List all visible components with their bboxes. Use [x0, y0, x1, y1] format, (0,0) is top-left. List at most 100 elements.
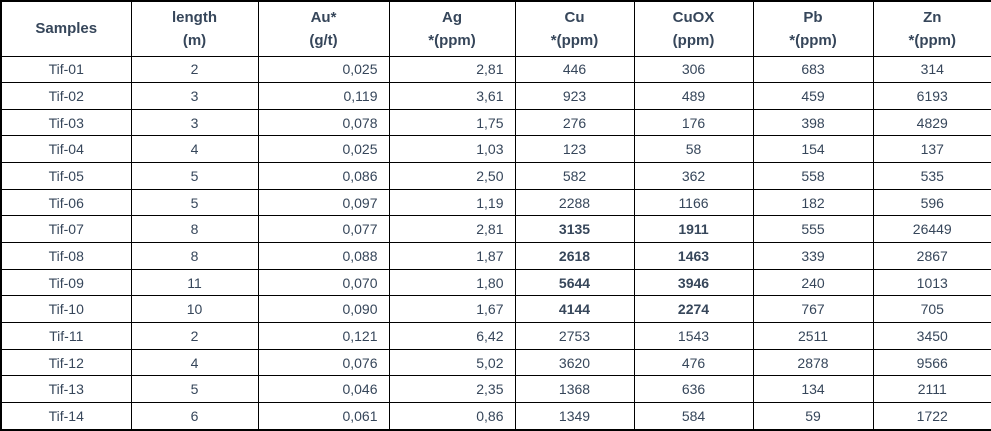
cell-ag: 1,03 — [388, 135, 516, 164]
cell-ag: 3,61 — [388, 82, 516, 110]
cell-pb: 59 — [752, 402, 874, 431]
cell-pb: 558 — [752, 162, 874, 190]
cell-au: 0,097 — [257, 188, 390, 217]
cell-length: 3 — [130, 82, 259, 110]
cell-cu: 4144 — [514, 295, 635, 324]
table-row: Tif-06 5 0,097 1,19 2288 1166 182 596 — [0, 188, 991, 217]
cell-cuox: 176 — [633, 108, 754, 137]
header-label: Pb — [803, 8, 823, 26]
cell-au: 0,088 — [257, 242, 390, 270]
cell-cu: 276 — [514, 108, 635, 137]
cell-pb: 398 — [752, 108, 874, 137]
cell-ag: 6,42 — [388, 322, 516, 350]
cell-au: 0,086 — [257, 162, 390, 190]
column-header-au: Au* (g/t) — [257, 0, 390, 57]
cell-pb: 339 — [752, 242, 874, 270]
cell-length: 3 — [130, 108, 259, 137]
cell-ag: 1,19 — [388, 188, 516, 217]
cell-cuox: 584 — [633, 402, 754, 431]
cell-cu: 1368 — [514, 375, 635, 404]
cell-length: 4 — [130, 135, 259, 164]
table-row: Tif-09 11 0,070 1,80 5644 3946 240 1013 — [0, 268, 991, 297]
cell-cu: 5644 — [514, 268, 635, 297]
cell-cuox: 489 — [633, 82, 754, 110]
cell-cu: 123 — [514, 135, 635, 164]
cell-au: 0,078 — [257, 108, 390, 137]
cell-au: 0,121 — [257, 322, 390, 350]
header-unit: *(ppm) — [550, 31, 599, 49]
cell-samples: Tif-09 — [0, 268, 132, 297]
header-unit: *(ppm) — [428, 31, 476, 49]
column-header-ag: Ag *(ppm) — [388, 0, 516, 57]
cell-pb: 767 — [752, 295, 874, 324]
cell-zn: 26449 — [872, 215, 991, 244]
header-unit: *(ppm) — [908, 31, 957, 49]
table-body: Tif-01 2 0,025 2,81 446 306 683 314 Tif-02 3 0,119… — [0, 55, 991, 431]
cell-cu: 2753 — [514, 322, 635, 350]
table-row: Tif-14 6 0,061 0,86 1349 584 59 1722 — [0, 402, 991, 431]
cell-samples: Tif-05 — [0, 162, 132, 190]
table-row: Tif-05 5 0,086 2,50 582 362 558 535 — [0, 162, 991, 190]
cell-samples: Tif-06 — [0, 188, 132, 217]
cell-pb: 134 — [752, 375, 874, 404]
cell-pb: 683 — [752, 55, 874, 84]
cell-length: 2 — [130, 322, 259, 350]
cell-samples: Tif-14 — [0, 402, 132, 431]
cell-samples: Tif-11 — [0, 322, 132, 350]
cell-ag: 2,35 — [388, 375, 516, 404]
header-unit: (g/t) — [309, 31, 338, 49]
column-header-pb: Pb *(ppm) — [752, 0, 874, 57]
cell-cuox: 1911 — [633, 215, 754, 244]
cell-samples: Tif-04 — [0, 135, 132, 164]
header-label: Ag — [442, 8, 462, 26]
cell-cu: 446 — [514, 55, 635, 84]
cell-samples: Tif-02 — [0, 82, 132, 110]
cell-cu: 3135 — [514, 215, 635, 244]
cell-samples: Tif-08 — [0, 242, 132, 270]
cell-cuox: 1166 — [633, 188, 754, 217]
cell-pb: 2878 — [752, 348, 874, 377]
table-row: Tif-03 3 0,078 1,75 276 176 398 4829 — [0, 108, 991, 137]
cell-length: 5 — [130, 188, 259, 217]
cell-ag: 2,81 — [388, 215, 516, 244]
cell-zn: 6193 — [872, 82, 991, 110]
cell-zn: 535 — [872, 162, 991, 190]
header-unit: (ppm) — [672, 31, 715, 49]
cell-cu: 923 — [514, 82, 635, 110]
cell-cuox: 58 — [633, 135, 754, 164]
cell-zn: 2111 — [872, 375, 991, 404]
table-row: Tif-13 5 0,046 2,35 1368 636 134 2111 — [0, 375, 991, 404]
cell-cuox: 636 — [633, 375, 754, 404]
cell-cuox: 2274 — [633, 295, 754, 324]
header-label: length — [172, 8, 217, 26]
cell-ag: 1,75 — [388, 108, 516, 137]
table-row: Tif-11 2 0,121 6,42 2753 1543 2511 3450 — [0, 322, 991, 350]
cell-au: 0,025 — [257, 135, 390, 164]
table-header: Samples length (m) Au* (g/t) Ag *(ppm) C… — [0, 0, 991, 57]
cell-samples: Tif-03 — [0, 108, 132, 137]
column-header-samples: Samples — [0, 0, 132, 57]
cell-au: 0,090 — [257, 295, 390, 324]
cell-zn: 4829 — [872, 108, 991, 137]
table-row: Tif-07 8 0,077 2,81 3135 1911 555 26449 — [0, 215, 991, 244]
table-row: Tif-01 2 0,025 2,81 446 306 683 314 — [0, 55, 991, 84]
cell-length: 4 — [130, 348, 259, 377]
cell-length: 6 — [130, 402, 259, 431]
cell-zn: 137 — [872, 135, 991, 164]
cell-samples: Tif-13 — [0, 375, 132, 404]
cell-length: 5 — [130, 375, 259, 404]
cell-au: 0,077 — [257, 215, 390, 244]
cell-pb: 240 — [752, 268, 874, 297]
cell-ag: 0,86 — [388, 402, 516, 431]
cell-cuox: 306 — [633, 55, 754, 84]
header-row: Samples length (m) Au* (g/t) Ag *(ppm) C… — [0, 0, 991, 57]
table-row: Tif-08 8 0,088 1,87 2618 1463 339 2867 — [0, 242, 991, 270]
header-label: Cu — [564, 8, 585, 26]
cell-cuox: 362 — [633, 162, 754, 190]
cell-cu: 1349 — [514, 402, 635, 431]
table-row: Tif-02 3 0,119 3,61 923 489 459 6193 — [0, 82, 991, 110]
table-row: Tif-12 4 0,076 5,02 3620 476 2878 9566 — [0, 348, 991, 377]
cell-zn: 314 — [872, 55, 991, 84]
cell-length: 10 — [130, 295, 259, 324]
